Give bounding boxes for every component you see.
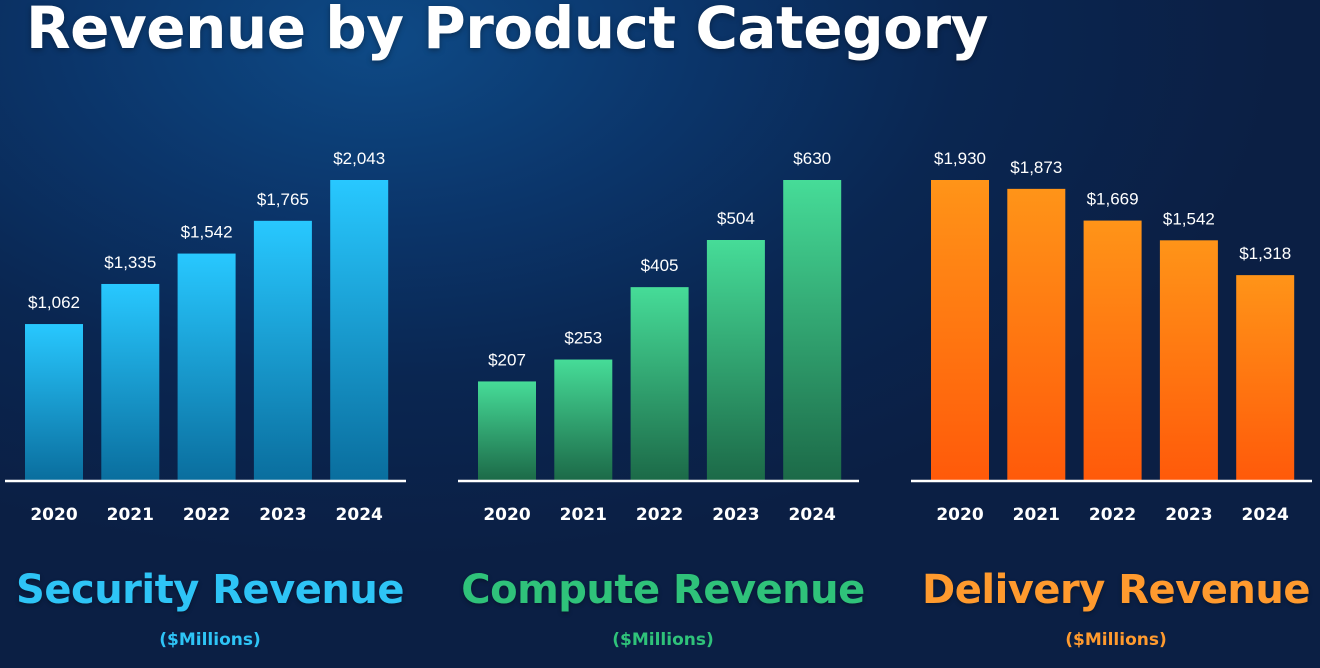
bar-2024	[330, 180, 389, 480]
chart-panel-delivery: $1,930 2020 $1,873 2021 $1,669 2022 $1,542 2023…	[906, 120, 1320, 668]
x-tick-label: 2023	[1165, 505, 1212, 525]
bar-2022	[1083, 220, 1142, 480]
value-label: $1,335	[104, 253, 156, 272]
page-title: Revenue by Product Category	[26, 0, 988, 62]
bar-2024	[783, 180, 842, 480]
bar-2021	[554, 359, 613, 480]
value-label: $630	[793, 149, 831, 168]
x-tick-label: 2024	[1242, 505, 1289, 525]
bar-2020	[478, 381, 536, 480]
value-label: $1,669	[1087, 190, 1139, 209]
bar-2020	[25, 324, 83, 480]
bar-2021	[101, 283, 160, 480]
chart-title: Security Revenue	[16, 567, 404, 613]
x-tick-label: 2021	[107, 505, 154, 525]
x-tick-label: 2024	[789, 505, 836, 525]
bar-2024	[1236, 275, 1295, 480]
x-tick-label: 2021	[560, 505, 607, 525]
chart-title: Compute Revenue	[461, 567, 865, 613]
x-tick-label: 2023	[259, 505, 306, 525]
security-revenue-chart: $1,062 2020 $1,335 2021 $1,542 2022 $1,765 2023…	[5, 149, 406, 525]
x-tick-label: 2020	[483, 505, 530, 525]
chart-subtitle: ($Millions)	[1065, 630, 1167, 650]
x-tick-label: 2022	[1089, 505, 1136, 525]
bar-2023	[706, 240, 765, 480]
x-tick-label: 2024	[336, 505, 383, 525]
value-label: $1,542	[1163, 209, 1215, 228]
value-label: $1,765	[257, 190, 309, 209]
bar-2022	[177, 253, 236, 480]
value-label: $1,930	[934, 149, 986, 168]
x-tick-label: 2021	[1013, 505, 1060, 525]
value-label: $1,542	[181, 223, 233, 242]
x-tick-label: 2020	[30, 505, 77, 525]
chart-subtitle: ($Millions)	[159, 630, 261, 650]
bar-2023	[253, 220, 312, 480]
chart-panel-compute: $207 2020 $253 2021 $405 2022 $504 2023 $630 2024…	[453, 120, 873, 668]
value-label: $253	[564, 329, 602, 348]
bar-2021	[1007, 188, 1066, 480]
bar-2022	[630, 287, 689, 480]
value-label: $504	[717, 209, 755, 228]
bar-2023	[1159, 240, 1218, 480]
compute-revenue-chart: $207 2020 $253 2021 $405 2022 $504 2023 $630 2024	[458, 149, 859, 525]
value-label: $1,873	[1010, 158, 1062, 177]
x-tick-label: 2020	[936, 505, 983, 525]
chart-title: Delivery Revenue	[922, 567, 1310, 613]
bar-2020	[931, 180, 989, 480]
value-label: $1,062	[28, 293, 80, 312]
x-tick-label: 2023	[712, 505, 759, 525]
value-label: $207	[488, 350, 526, 369]
delivery-revenue-chart: $1,930 2020 $1,873 2021 $1,669 2022 $1,542 2023…	[911, 149, 1312, 525]
value-label: $405	[641, 256, 679, 275]
chart-subtitle: ($Millions)	[612, 630, 714, 650]
value-label: $2,043	[333, 149, 385, 168]
value-label: $1,318	[1239, 244, 1291, 263]
chart-panel-security: $1,062 2020 $1,335 2021 $1,542 2022 $1,765 2023…	[0, 120, 420, 668]
x-tick-label: 2022	[636, 505, 683, 525]
x-tick-label: 2022	[183, 505, 230, 525]
